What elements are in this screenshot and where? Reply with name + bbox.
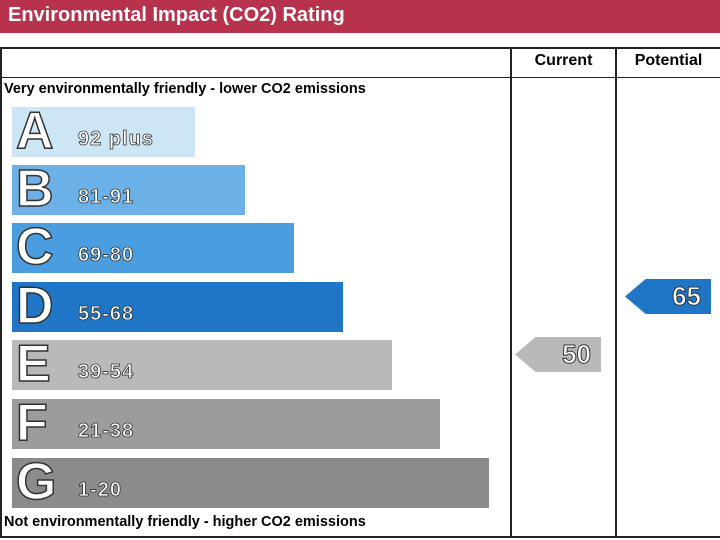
chart-title: Environmental Impact (CO2) Rating xyxy=(0,0,720,33)
band-letter: G xyxy=(15,452,57,512)
band-letter: C xyxy=(15,217,54,277)
band-range: 1-20 xyxy=(78,479,123,502)
band-letter: E xyxy=(15,334,51,394)
band-range: 92 plus xyxy=(78,128,154,151)
band-range: 55-68 xyxy=(78,303,135,326)
band-letter: B xyxy=(15,159,54,219)
band-b: B 81-91 xyxy=(12,159,245,219)
column-header-current: Current xyxy=(534,52,593,69)
column-header-potential: Potential xyxy=(634,52,703,69)
current-rating-arrow-value: 50 xyxy=(562,339,592,370)
table-bottom-border xyxy=(0,536,720,538)
table-top-border xyxy=(0,47,720,49)
band-g: G 1-20 xyxy=(12,452,489,512)
band-e: E 39-54 xyxy=(12,334,392,394)
left-border xyxy=(0,47,2,538)
band-range: 69-80 xyxy=(78,244,135,267)
top-note: Very environmentally friendly - lower CO… xyxy=(4,81,366,97)
band-letter: A xyxy=(15,101,54,161)
band-c: C 69-80 xyxy=(12,217,294,277)
band-range: 21-38 xyxy=(78,420,135,443)
band-letter: F xyxy=(15,393,48,453)
current-column-border xyxy=(510,47,512,538)
band-f: F 21-38 xyxy=(12,393,440,453)
band-range: 81-91 xyxy=(78,186,135,209)
header-divider xyxy=(0,77,720,78)
band-a: A 92 plus xyxy=(12,101,195,161)
potential-rating-arrow: 65 xyxy=(625,279,711,314)
current-rating-arrow: 50 xyxy=(515,337,601,372)
potential-rating-arrow-value: 65 xyxy=(672,281,702,312)
band-d: D 55-68 xyxy=(12,276,343,336)
band-letter: D xyxy=(15,276,54,336)
band-range: 39-54 xyxy=(78,361,135,384)
potential-column-border xyxy=(615,47,617,538)
bottom-note: Not environmentally friendly - higher CO… xyxy=(4,514,366,530)
